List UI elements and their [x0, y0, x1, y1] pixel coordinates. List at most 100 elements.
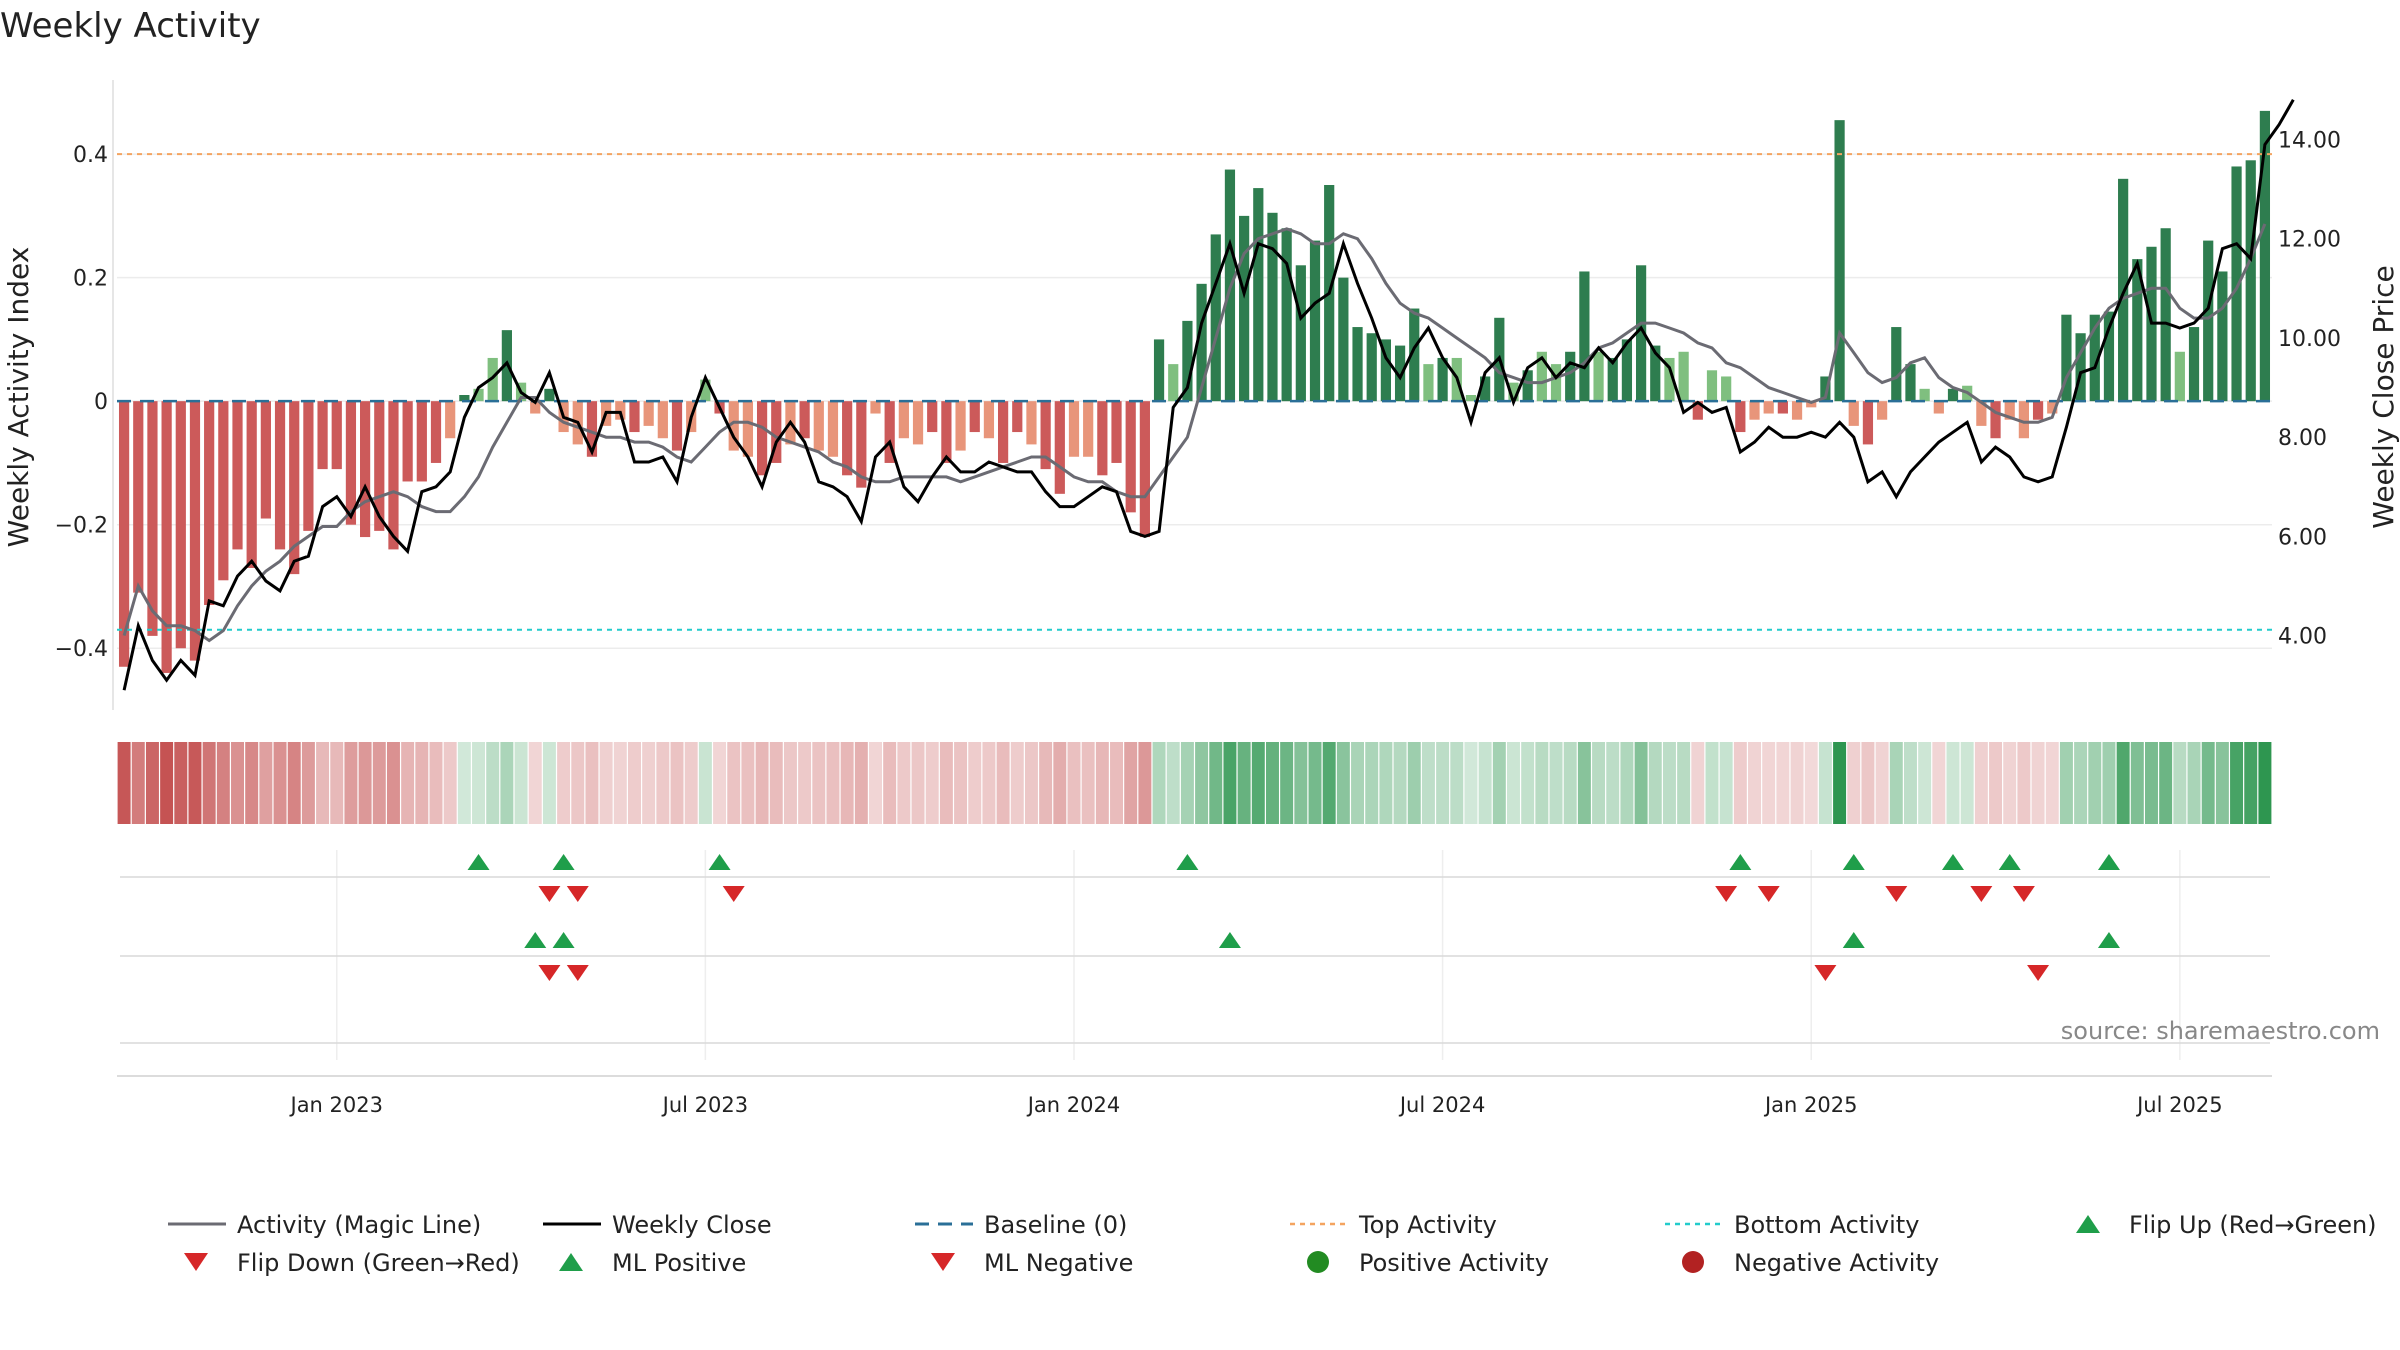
strip-cell — [1067, 742, 1081, 824]
legend-label: ML Positive — [612, 1249, 746, 1277]
activity-bar — [1083, 401, 1094, 457]
activity-bar — [1026, 401, 1037, 445]
strip-cell — [145, 742, 159, 824]
strip-cell — [1294, 742, 1308, 824]
strip-cell — [557, 742, 571, 824]
activity-bar — [1139, 401, 1150, 538]
activity-bar — [1153, 339, 1165, 402]
strip-cell — [1478, 742, 1492, 824]
y-tick-label: 0 — [94, 390, 108, 415]
strip-cell — [330, 742, 344, 824]
strip-cell — [925, 742, 939, 824]
strip-cell — [1847, 742, 1861, 824]
strip-cell — [188, 742, 202, 824]
activity-bar — [1295, 265, 1306, 402]
strip-cell — [1110, 742, 1124, 824]
strip-cell — [528, 742, 542, 824]
strip-cell — [1095, 742, 1109, 824]
activity-bar — [1508, 382, 1519, 402]
activity-bar — [1834, 120, 1845, 402]
strip-cell — [1974, 742, 1988, 824]
ml-positive-marker — [552, 932, 575, 948]
activity-bar — [1550, 364, 1562, 402]
strip-cell — [2187, 742, 2201, 824]
activity-bar — [1650, 345, 1661, 402]
legend-label: Negative Activity — [1734, 1249, 1939, 1277]
strip-cell — [160, 742, 174, 824]
activity-bar — [175, 401, 186, 649]
activity-bar — [2160, 228, 2171, 402]
activity-bar — [1905, 364, 1916, 402]
strip-cell — [1124, 742, 1138, 824]
activity-bar — [1706, 370, 1718, 402]
strip-cell — [727, 742, 741, 824]
strip-cell — [670, 742, 684, 824]
activity-bar — [2132, 259, 2143, 402]
strip-cell — [1053, 742, 1067, 824]
activity-bar — [1352, 327, 1363, 402]
color-strip — [117, 742, 2272, 824]
activity-bar — [1933, 401, 1944, 414]
flip-up-marker — [1842, 854, 1865, 870]
strip-cell — [443, 742, 457, 824]
x-tick-label: Jan 2023 — [289, 1093, 384, 1117]
strip-cell — [1351, 742, 1365, 824]
strip-cell — [2031, 742, 2045, 824]
strip-cell — [1620, 742, 1634, 824]
strip-cell — [1464, 742, 1478, 824]
activity-bar — [1735, 401, 1746, 433]
legend-swatch — [1307, 1251, 1329, 1273]
x-tick-label: Jul 2025 — [2135, 1093, 2222, 1117]
activity-bar — [2047, 401, 2058, 414]
activity-bar — [2103, 311, 2115, 402]
strip-cell — [429, 742, 443, 824]
strip-cell — [585, 742, 599, 824]
activity-bar — [643, 401, 654, 426]
activity-bar — [1721, 376, 1732, 402]
strip-cell — [684, 742, 698, 824]
activity-bar — [799, 401, 810, 439]
strip-cell — [386, 742, 400, 824]
legend-swatch — [1682, 1251, 1704, 1273]
activity-bar — [1210, 234, 1221, 402]
flip-up-marker — [467, 854, 490, 870]
activity-bar — [2018, 401, 2029, 439]
strip-cell — [1875, 742, 1889, 824]
activity-bar — [1394, 345, 1406, 402]
activity-bar — [955, 401, 966, 451]
activity-bar — [1664, 357, 1675, 402]
activity-bar — [756, 401, 768, 476]
signal-rows — [117, 850, 2272, 1077]
strip-cell — [457, 742, 471, 824]
activity-bar — [189, 401, 201, 661]
legend-label: Activity (Magic Line) — [237, 1211, 481, 1239]
legend-swatch — [931, 1253, 955, 1271]
legend-label: Bottom Activity — [1734, 1211, 1919, 1239]
strip-cell — [1691, 742, 1705, 824]
activity-bar — [232, 401, 243, 550]
strip-cell — [1492, 742, 1506, 824]
strip-cell — [1365, 742, 1379, 824]
strip-cell — [2088, 742, 2102, 824]
x-tick-label: Jan 2025 — [1763, 1093, 1858, 1117]
strip-cell — [1407, 742, 1421, 824]
activity-bar — [700, 379, 711, 402]
flip-down-marker — [1970, 886, 1993, 902]
y-tick-label: −0.2 — [55, 514, 108, 539]
strip-cell — [1748, 742, 1762, 824]
strip-cell — [259, 742, 273, 824]
activity-bar — [1692, 401, 1703, 420]
strip-cell — [231, 742, 244, 824]
activity-bar — [728, 401, 739, 451]
strip-cell — [301, 742, 315, 824]
activity-bar — [657, 401, 668, 439]
magic-line — [122, 223, 2267, 643]
strip-cell — [415, 742, 429, 824]
activity-bar — [1380, 339, 1392, 402]
strip-cell — [1138, 742, 1152, 824]
activity-bar — [969, 401, 980, 433]
strip-cell — [2159, 742, 2173, 824]
strip-cell — [202, 742, 216, 824]
activity-bar — [1607, 357, 1618, 402]
